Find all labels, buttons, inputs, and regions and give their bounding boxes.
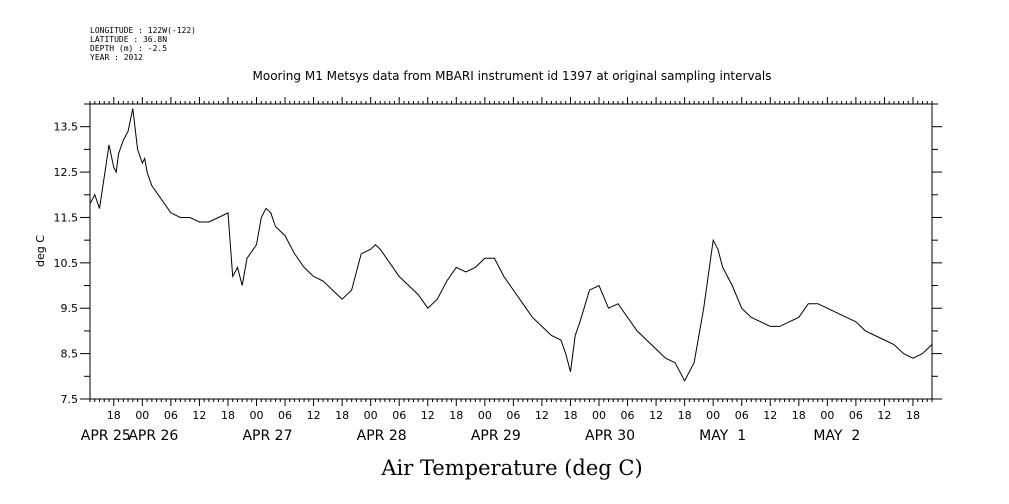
x-hour-tick-label: 12 [307,409,321,422]
x-hour-tick-label: 18 [792,409,806,422]
x-hour-tick-label: 00 [249,409,263,422]
x-day-label: APR 28 [357,428,407,444]
x-hour-tick-label: 18 [335,409,349,422]
x-hour-tick-label: 18 [678,409,692,422]
x-hour-tick-label: 18 [449,409,463,422]
x-day-label: APR 25 [81,428,131,444]
x-hour-tick-labels: 18 00 06 12 18 00 06 12 18 00 06 12 18 00 06 12 18 00 06 12… [107,409,920,422]
x-hour-tick-label: 12 [649,409,663,422]
x-day-label: APR 27 [242,428,292,444]
x-hour-tick-label: 00 [478,409,492,422]
x-hour-tick-label: 18 [563,409,577,422]
x-day-label: APR 29 [471,428,521,444]
y-tick-label: 13.5 [54,121,79,134]
x-hour-tick-label: 12 [421,409,435,422]
x-hour-tick-label: 12 [763,409,777,422]
x-axis-label: Air Temperature (deg C) [380,456,642,480]
x-hour-tick-label: 18 [906,409,920,422]
y-tick-label: 12.5 [54,166,79,179]
meta-line-longitude: LONGITUDE : 122W(-122) [90,26,196,35]
x-axis-ticks [89,97,933,406]
x-hour-tick-label: 18 [107,409,121,422]
x-day-label: MAY 1 [699,428,746,444]
x-hour-tick-label: 06 [621,409,635,422]
x-hour-tick-label: 12 [877,409,891,422]
y-axis-label: deg C [34,235,47,267]
y-tick-label: 8.5 [61,348,79,361]
metadata-block: LONGITUDE : 122W(-122) LATITUDE : 36.8N … [90,26,196,62]
x-hour-tick-label: 06 [278,409,292,422]
x-hour-tick-label: 06 [735,409,749,422]
meta-line-latitude: LATITUDE : 36.8N [90,35,167,44]
y-tick-label: 11.5 [54,211,79,224]
x-day-label: MAY 2 [813,428,860,444]
x-hour-tick-label: 00 [364,409,378,422]
x-day-label: APR 26 [128,428,178,444]
series-line-air-temperature [89,108,933,382]
x-hour-tick-label: 00 [706,409,720,422]
x-day-label: APR 30 [585,428,635,444]
plot-frame [89,103,933,400]
y-tick-label: 9.5 [61,302,79,315]
meta-line-year: YEAR : 2012 [90,53,143,62]
x-hour-tick-label: 00 [592,409,606,422]
x-hour-tick-label: 06 [392,409,406,422]
y-axis-ticks [80,103,942,400]
x-hour-tick-label: 00 [135,409,149,422]
x-hour-tick-label: 12 [192,409,206,422]
x-hour-tick-label: 00 [820,409,834,422]
x-hour-tick-label: 06 [506,409,520,422]
x-hour-tick-label: 06 [164,409,178,422]
meta-line-depth: DEPTH (m) : -2.5 [90,44,167,53]
x-hour-tick-label: 12 [535,409,549,422]
y-tick-labels: 7.5 8.5 9.5 10.5 11.5 12.5 13.5 [54,121,79,406]
y-tick-label: 7.5 [61,393,79,406]
y-tick-label: 10.5 [54,257,79,270]
chart-title: Mooring M1 Metsys data from MBARI instru… [253,69,772,83]
x-hour-tick-label: 06 [849,409,863,422]
x-hour-tick-label: 18 [221,409,235,422]
